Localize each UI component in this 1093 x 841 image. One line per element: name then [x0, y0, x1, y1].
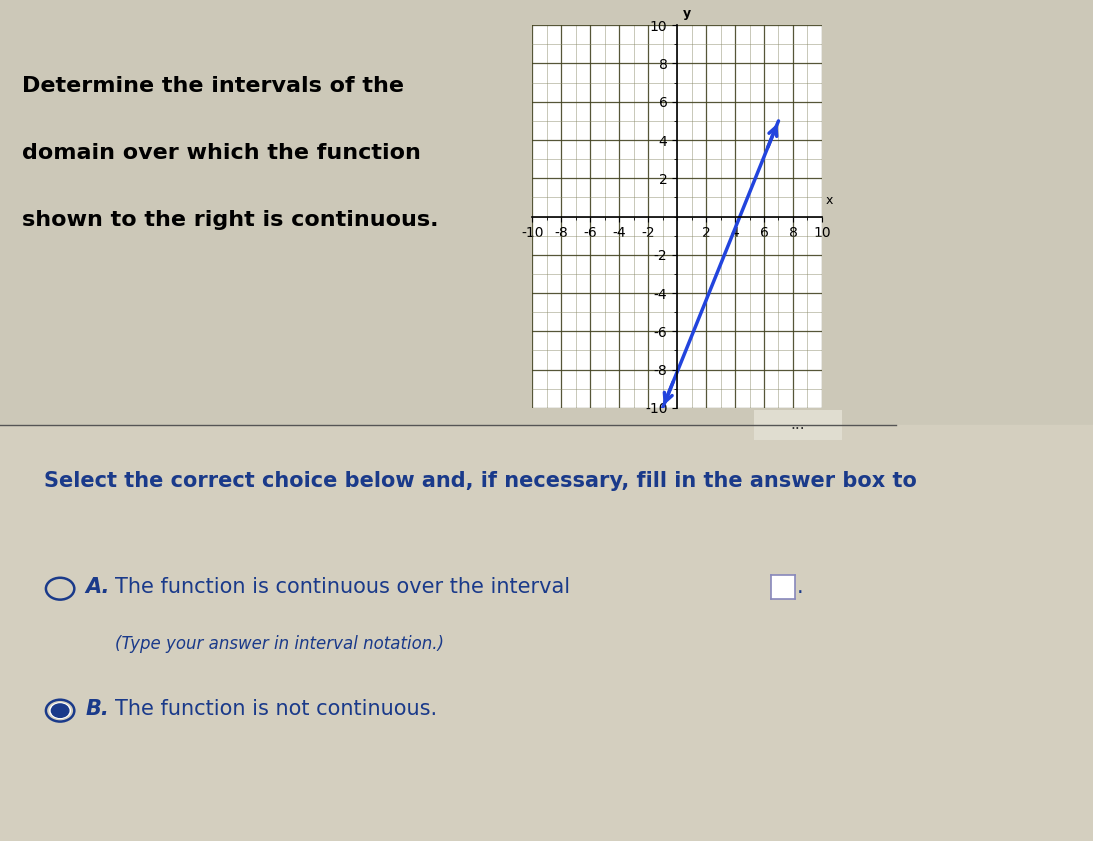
Text: Determine the intervals of the: Determine the intervals of the — [22, 76, 403, 96]
Text: The function is continuous over the interval: The function is continuous over the inte… — [115, 577, 569, 597]
Text: (Type your answer in interval notation.): (Type your answer in interval notation.) — [115, 635, 444, 653]
Text: y: y — [683, 8, 691, 20]
Text: .: . — [797, 577, 803, 597]
Text: ...: ... — [790, 417, 806, 432]
Text: A.: A. — [85, 577, 109, 597]
Text: Select the correct choice below and, if necessary, fill in the answer box to: Select the correct choice below and, if … — [44, 471, 917, 491]
Text: shown to the right is continuous.: shown to the right is continuous. — [22, 210, 438, 230]
Text: x: x — [825, 194, 833, 207]
Text: B.: B. — [85, 699, 109, 719]
Text: domain over which the function: domain over which the function — [22, 143, 421, 163]
Text: The function is not continuous.: The function is not continuous. — [115, 699, 437, 719]
FancyBboxPatch shape — [745, 408, 850, 442]
